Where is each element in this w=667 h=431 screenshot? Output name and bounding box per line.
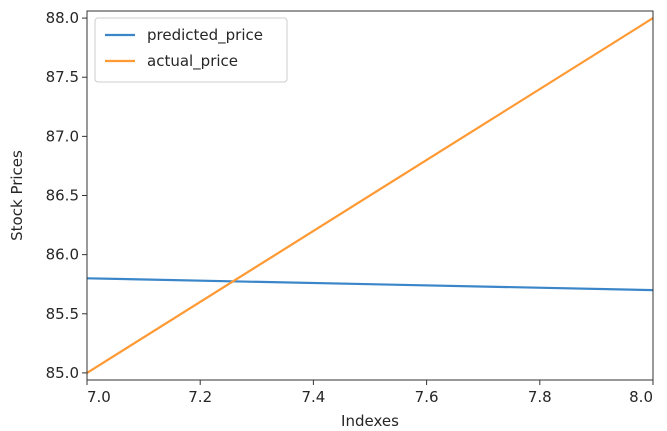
legend-label: actual_price [147,52,238,71]
y-tick-label: 85.0 [46,364,79,382]
y-tick-label: 88.0 [46,9,79,27]
y-tick-label: 87.5 [46,68,79,86]
x-tick-label: 8.0 [629,388,653,406]
x-axis-ticks: 7.0 7.2 7.4 7.6 7.8 8.0 [86,380,654,406]
legend-box [94,17,288,83]
y-axis-ticks: 85.0 85.5 86.0 86.5 87.0 87.5 88.0 [46,9,87,382]
series-line-predicted_price [86,277,654,292]
y-tick-label: 85.5 [46,305,79,323]
series-lines [86,17,654,374]
x-tick-label: 7.6 [415,388,439,406]
legend-label: predicted_price [147,26,263,45]
y-tick-label: 87.0 [46,127,79,145]
x-tick-label: 7.0 [87,388,111,406]
plot-frame [86,10,654,381]
y-axis-label: Stock Prices [8,150,26,241]
x-axis-label: Indexes [341,412,399,430]
x-tick-label: 7.8 [528,388,552,406]
legend: predicted_price actual_price [94,17,288,83]
y-tick-label: 86.5 [46,187,79,205]
x-tick-label: 7.4 [301,388,325,406]
y-tick-label: 86.0 [46,246,79,264]
series-line-actual_price [86,17,654,374]
x-tick-label: 7.2 [188,388,212,406]
